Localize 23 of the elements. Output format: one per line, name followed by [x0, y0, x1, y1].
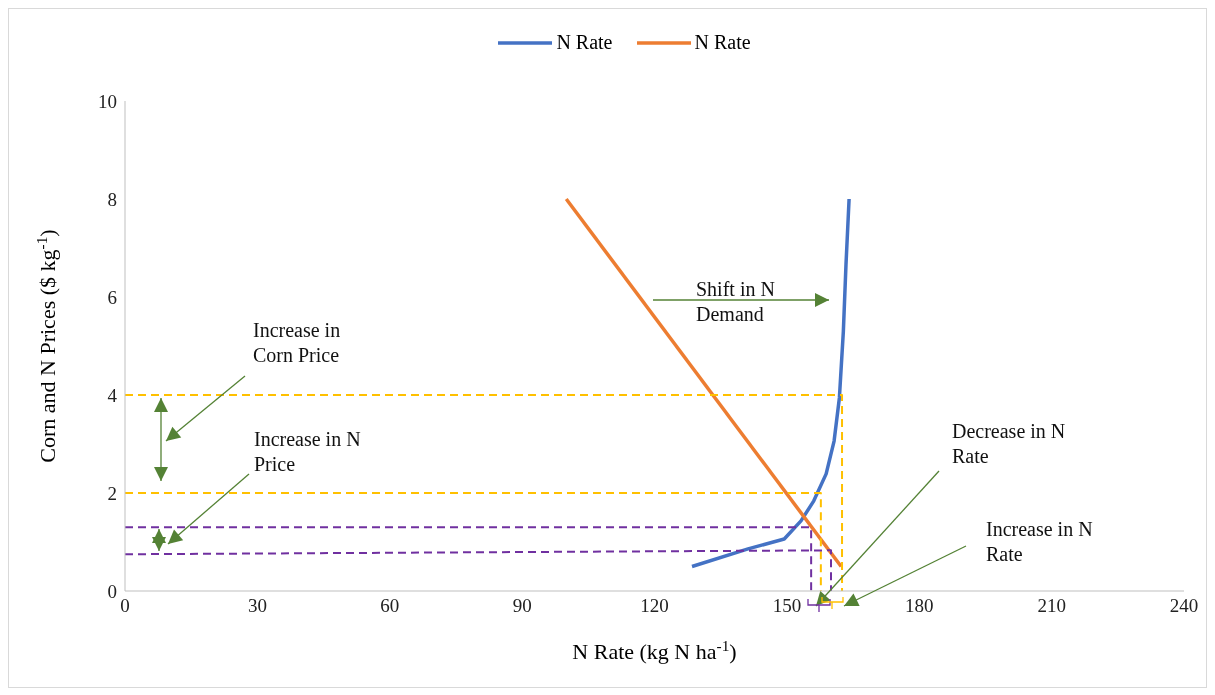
x-tick-label: 120: [640, 595, 669, 617]
legend-label: N Rate: [693, 31, 751, 54]
annotation: Increase in N Rate: [986, 517, 1094, 567]
y-tick-label: 8: [107, 188, 117, 210]
annotation: Increase in N Price: [254, 427, 362, 477]
annotation: Increase in Corn Price: [253, 318, 342, 368]
x-axis-title: N Rate (kg N ha$^{-1}$): [572, 636, 737, 664]
y-tick-label: 0: [107, 580, 117, 602]
line-series: [690, 197, 851, 569]
annotation: Decrease in N Rate: [952, 419, 1067, 469]
x-tick-label: 240: [1169, 595, 1199, 617]
y-tick-label: 10: [98, 90, 117, 112]
y-tick-label: 4: [107, 384, 118, 406]
x-tick-label: 180: [905, 595, 934, 617]
x-tick-label: 60: [380, 595, 400, 617]
annotation: Shift in N Demand: [696, 277, 776, 327]
y-tick-label: 6: [107, 286, 117, 308]
x-tick-label: 210: [1037, 595, 1066, 617]
x-tick-label: 90: [512, 595, 532, 617]
x-tick-label: 150: [772, 595, 802, 617]
legend-label: N Rate: [555, 31, 613, 54]
y-tick-label: 2: [107, 482, 117, 504]
x-tick-label: 30: [247, 595, 267, 617]
